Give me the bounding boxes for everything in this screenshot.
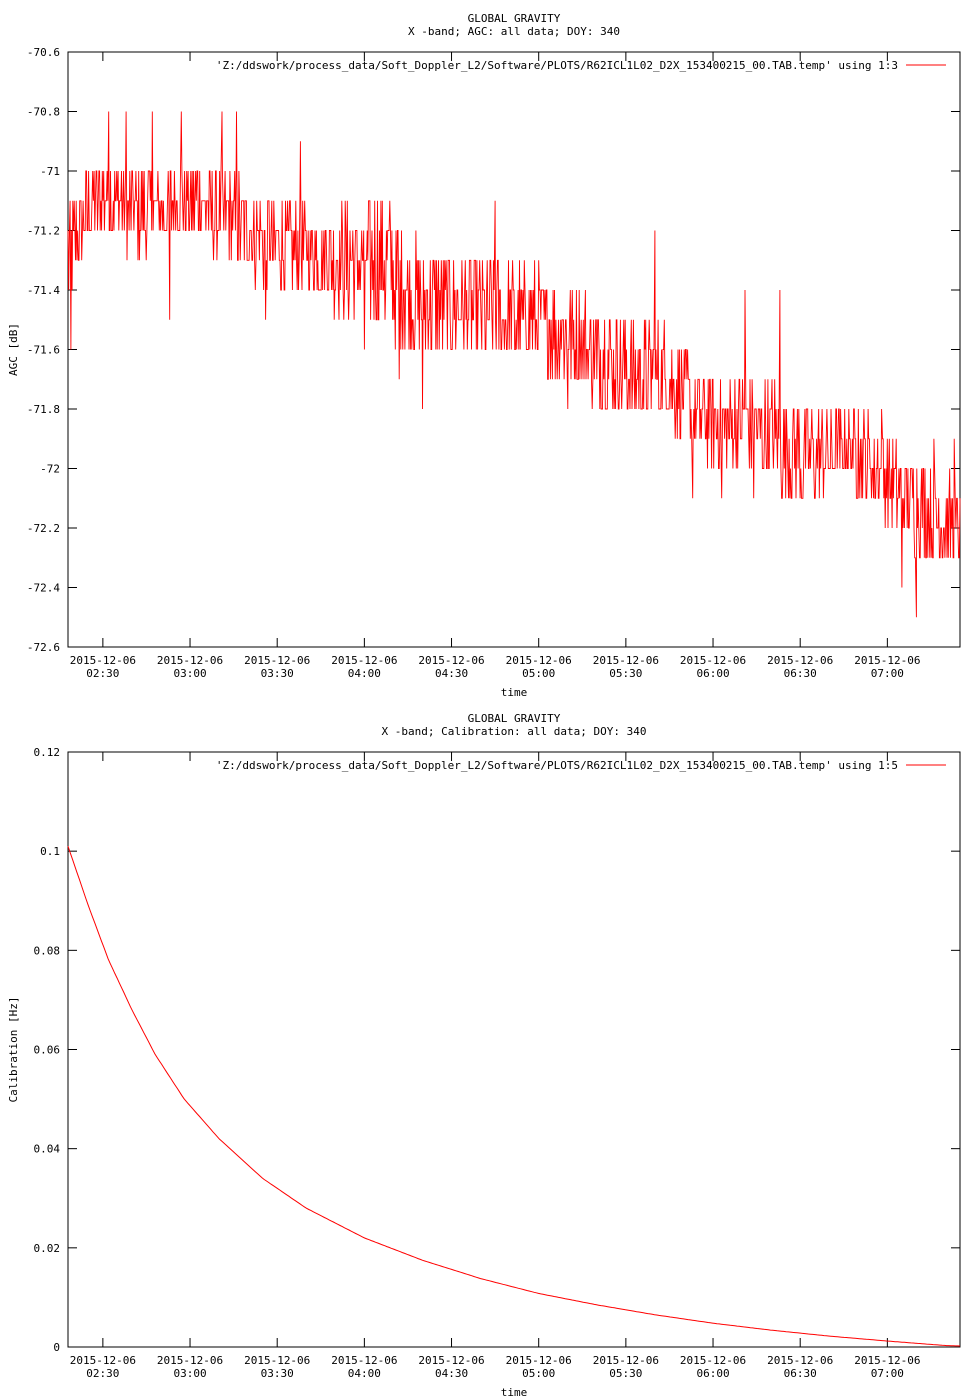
- legend-label: 'Z:/ddswork/process_data/Soft_Doppler_L2…: [216, 59, 898, 72]
- x-tick-time-label: 07:00: [871, 667, 904, 680]
- x-tick-time-label: 04:30: [435, 1367, 468, 1380]
- x-tick-time-label: 05:30: [609, 1367, 642, 1380]
- x-tick-time-label: 02:30: [86, 667, 119, 680]
- x-tick-date-label: 2015-12-06: [593, 654, 659, 667]
- y-tick-label: -72.4: [27, 582, 60, 595]
- y-tick-label: 0.04: [34, 1143, 61, 1156]
- series-line: [67, 846, 961, 1347]
- y-tick-label: -71: [40, 165, 60, 178]
- y-tick-label: -72.2: [27, 522, 60, 535]
- x-tick-date-label: 2015-12-06: [506, 1354, 572, 1367]
- y-tick-label: 0.08: [34, 944, 61, 957]
- y-tick-label: -72: [40, 463, 60, 476]
- plot-frame: [67, 51, 961, 648]
- x-tick-date-label: 2015-12-06: [593, 1354, 659, 1367]
- x-axis-label: time: [501, 686, 528, 699]
- x-tick-date-label: 2015-12-06: [331, 1354, 397, 1367]
- y-tick-label: -71.2: [27, 225, 60, 238]
- x-tick-date-label: 2015-12-06: [418, 654, 484, 667]
- y-axis-label: AGC [dB]: [7, 323, 20, 376]
- x-tick-date-label: 2015-12-06: [157, 1354, 223, 1367]
- y-tick-label: -70.8: [27, 106, 60, 119]
- y-tick-label: -71.8: [27, 403, 60, 416]
- chart-subtitle: X -band; AGC: all data; DOY: 340: [408, 25, 620, 38]
- x-tick-date-label: 2015-12-06: [767, 654, 833, 667]
- x-tick-time-label: 05:00: [522, 1367, 555, 1380]
- x-tick-time-label: 05:00: [522, 667, 555, 680]
- x-tick-time-label: 03:30: [261, 667, 294, 680]
- y-tick-label: -72.6: [27, 641, 60, 654]
- x-tick-time-label: 04:30: [435, 667, 468, 680]
- x-tick-time-label: 03:00: [173, 1367, 206, 1380]
- y-tick-label: -70.6: [27, 46, 60, 59]
- x-tick-date-label: 2015-12-06: [680, 1354, 746, 1367]
- y-tick-label: -71.4: [27, 284, 60, 297]
- x-tick-date-label: 2015-12-06: [157, 654, 223, 667]
- x-tick-time-label: 07:00: [871, 1367, 904, 1380]
- x-tick-time-label: 03:00: [173, 667, 206, 680]
- y-tick-label: 0.02: [34, 1242, 61, 1255]
- y-tick-label: 0.06: [34, 1044, 61, 1057]
- plot-frame: [67, 751, 961, 1348]
- x-tick-time-label: 06:00: [696, 667, 729, 680]
- x-tick-time-label: 06:30: [784, 667, 817, 680]
- chart-title: GLOBAL GRAVITY: [468, 12, 561, 25]
- x-tick-date-label: 2015-12-06: [854, 654, 920, 667]
- x-tick-date-label: 2015-12-06: [244, 1354, 310, 1367]
- x-tick-date-label: 2015-12-06: [244, 654, 310, 667]
- x-tick-date-label: 2015-12-06: [70, 654, 136, 667]
- y-tick-label: -71.6: [27, 344, 60, 357]
- x-tick-date-label: 2015-12-06: [854, 1354, 920, 1367]
- chart-subtitle: X -band; Calibration: all data; DOY: 340: [382, 725, 647, 738]
- y-tick-label: 0.1: [40, 845, 60, 858]
- x-tick-date-label: 2015-12-06: [767, 1354, 833, 1367]
- x-tick-date-label: 2015-12-06: [680, 654, 746, 667]
- x-tick-date-label: 2015-12-06: [506, 654, 572, 667]
- y-tick-label: 0.12: [34, 746, 61, 759]
- y-tick-label: 0: [53, 1341, 60, 1354]
- x-tick-time-label: 04:00: [348, 1367, 381, 1380]
- series-line: [67, 111, 961, 618]
- x-tick-time-label: 02:30: [86, 1367, 119, 1380]
- x-tick-date-label: 2015-12-06: [331, 654, 397, 667]
- x-tick-date-label: 2015-12-06: [418, 1354, 484, 1367]
- x-tick-time-label: 03:30: [261, 1367, 294, 1380]
- x-tick-time-label: 04:00: [348, 667, 381, 680]
- x-axis-label: time: [501, 1386, 528, 1399]
- x-tick-time-label: 05:30: [609, 667, 642, 680]
- x-tick-time-label: 06:30: [784, 1367, 817, 1380]
- x-tick-date-label: 2015-12-06: [70, 1354, 136, 1367]
- legend-label: 'Z:/ddswork/process_data/Soft_Doppler_L2…: [216, 759, 898, 772]
- chart-title: GLOBAL GRAVITY: [468, 712, 561, 725]
- y-axis-label: Calibration [Hz]: [7, 997, 20, 1103]
- x-tick-time-label: 06:00: [696, 1367, 729, 1380]
